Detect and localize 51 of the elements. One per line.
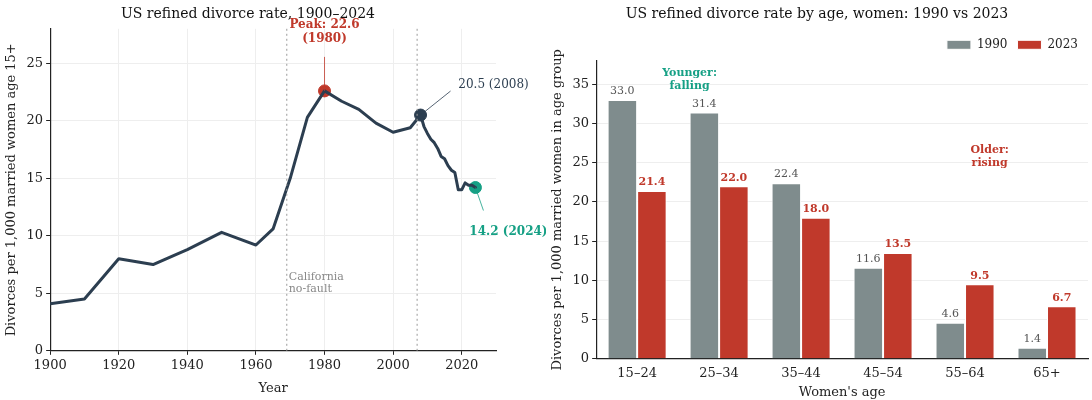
y-tick-label: 0	[580, 350, 590, 366]
annotation: 14.2 (2024)	[469, 223, 548, 238]
x-axis-title: Year	[257, 379, 289, 395]
y-tick-label: 20	[26, 112, 44, 128]
y-tick-label: 25	[572, 154, 590, 170]
y-axis-title: Divorces per 1,000 married women in age group	[549, 49, 565, 371]
ref-line-label: California no-fault	[288, 269, 345, 295]
chart-title: US refined divorce rate by age, women: 1990 vs 2023	[625, 5, 1009, 22]
y-tick-label: 15	[26, 169, 44, 185]
x-tick-label: 1940	[170, 356, 204, 372]
x-tick-label: 55–64	[945, 364, 985, 380]
y-tick-label: 20	[572, 193, 590, 209]
x-tick-label: 15–24	[617, 364, 657, 380]
x-tick-label: 1980	[307, 356, 342, 372]
x-tick-label: 35–44	[781, 364, 821, 380]
annotation: Older: rising	[970, 143, 1009, 170]
data-label: 33.0	[610, 84, 635, 98]
data-label: 21.4	[638, 175, 666, 189]
data-label: 18.0	[802, 202, 830, 215]
data-label: 11.6	[856, 252, 881, 266]
data-label: 1.4	[1023, 332, 1042, 346]
data-label: 6.7	[1052, 290, 1072, 304]
data-label: 9.5	[970, 268, 990, 282]
y-tick-label: 25	[26, 54, 44, 70]
y-axis-title: Divorces per 1,000 married women age 15+	[3, 43, 19, 337]
y-tick-label: 15	[572, 232, 590, 248]
y-tick-label: 35	[572, 75, 590, 91]
y-tick-label: 0	[34, 342, 44, 358]
data-label: 13.5	[884, 237, 912, 251]
x-tick-label: 1920	[102, 356, 136, 372]
x-tick-label: 2020	[445, 356, 479, 372]
data-label: 22.4	[774, 167, 799, 181]
annotation: Younger: falling	[661, 65, 717, 92]
legend-label: 2023	[1047, 36, 1079, 51]
x-tick-label: 45–54	[863, 364, 903, 380]
legend-label: 1990	[976, 36, 1008, 51]
y-tick-label: 5	[580, 310, 590, 326]
x-tick-label: 25–34	[699, 364, 739, 380]
x-tick-label: 65+	[1033, 364, 1061, 380]
x-tick-label: 1960	[239, 356, 273, 372]
x-tick-label: 2000	[376, 356, 410, 372]
y-tick-label: 10	[26, 227, 44, 243]
x-tick-label: 1900	[33, 356, 67, 372]
data-label: 22.0	[720, 170, 748, 184]
data-label: 4.6	[941, 307, 960, 321]
x-axis-title: Women's age	[798, 383, 886, 399]
annotation: 20.5 (2008)	[458, 77, 529, 92]
y-tick-label: 5	[34, 284, 44, 300]
data-label: 31.4	[692, 96, 717, 110]
y-tick-label: 10	[572, 271, 590, 287]
y-tick-label: 30	[572, 114, 590, 130]
